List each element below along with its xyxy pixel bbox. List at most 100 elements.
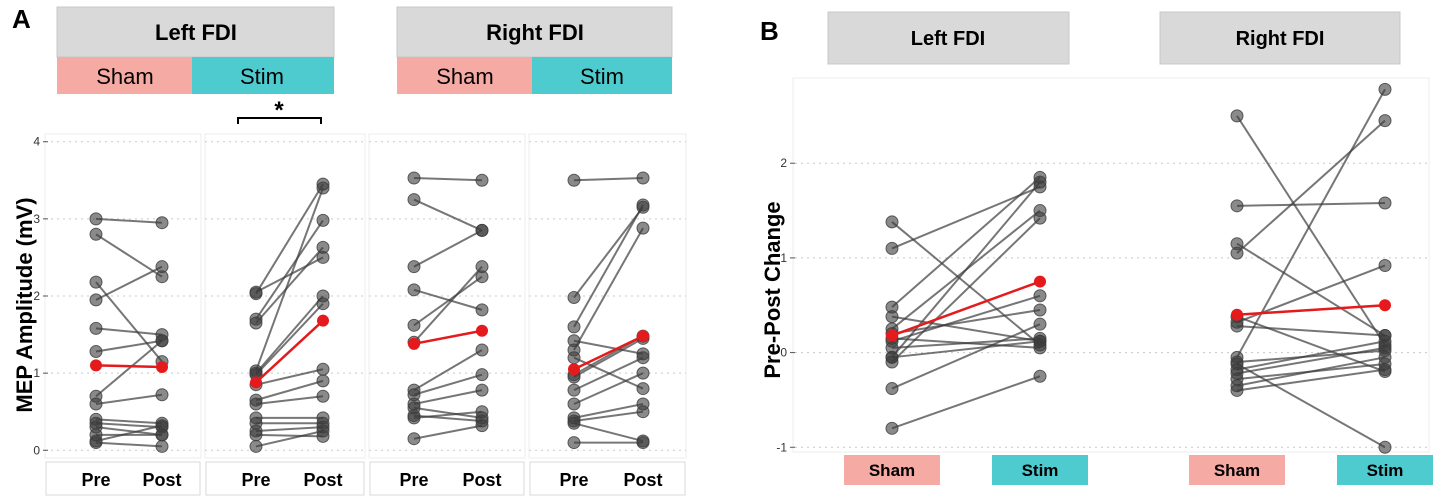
panel-a-facet-4-point-pre-14 [568,437,580,449]
panel-a-facet-3-point-pre-12 [408,412,420,424]
panel-a-facet-4-point-pre-9 [568,384,580,396]
panel-b-right-point-pre-4 [1231,247,1243,259]
panel-b-left-point-post-10 [1034,176,1046,188]
panel-a-header-left: Left FDI [155,20,237,45]
panel-a-xtick-post-2: Post [303,470,342,490]
panel-a-facet-3-point-pre-1 [408,172,420,184]
panel-a-facet-1-mean-point-pre [90,359,102,371]
panel-a-ytick-1: 1 [33,366,40,380]
panel-a-ytick-0: 0 [33,443,40,457]
panel-a-facet-4-point-post-1 [637,172,649,184]
panel-b-left-point-pre-12 [886,356,898,368]
panel-a-facet-3-mean-point-pre [408,338,420,350]
panel-a-facet-1-mean-line [96,365,162,367]
panel-b-xtick-4: Stim [1367,461,1404,480]
panel-a-xtick-pre-1: Pre [81,470,110,490]
panel-b-right-point-post-14 [1379,351,1391,363]
panel-a-facet-2-point-pre-4 [250,317,262,329]
panel-a-facet-2-point-pre-15 [250,440,262,452]
panel-a-significance-star: * [274,97,284,124]
panel-a-facet-2-point-post-3 [317,214,329,226]
panel-b-left-point-pre-2 [886,242,898,254]
panel-a-facet-4-point-pre-10 [568,398,580,410]
panel-b-left-point-post-13 [1034,318,1046,330]
panel-a-facet-4-point-post-5 [637,222,649,234]
panel-a-facet-2-point-post-8 [317,363,329,375]
panel-a-facet-4-point-post-9 [637,352,649,364]
panel-a-facet-4-point-pre-3 [568,321,580,333]
panel-a-facet-2-point-post-7 [317,298,329,310]
panel-a-facet-4-point-pre-6 [568,352,580,364]
panel-a-facet-2-point-post-9 [317,375,329,387]
panel-a-facet-1-point-pre-5 [90,322,102,334]
panel-a-facet-1-point-post-14 [156,440,168,452]
panel-a-header-right: Right FDI [486,20,584,45]
panel-b-ytick-2: 2 [780,156,787,170]
panel-a-facet-1-point-pre-3 [90,276,102,288]
panel-b-right-point-post-15 [1379,364,1391,376]
panel-b-right-mean-point-pre [1231,309,1243,321]
panel-a-xtick-post-3: Post [462,470,501,490]
panel-a-facet-2-point-pre-10 [250,398,262,410]
panel-a-facet-4-point-post-6 [637,383,649,395]
panel-a-xtick-pre-2: Pre [241,470,270,490]
panel-a-facet-3-point-pre-4 [408,284,420,296]
panel-b-right-point-pre-7 [1231,320,1243,332]
panel-b-ytick-1: 1 [780,251,787,265]
panel-a-facet-3-point-post-4 [476,304,488,316]
panel-b-left-point-pre-4 [886,311,898,323]
panel-a-facet-3-point-pre-3 [408,261,420,273]
panel-a-facet-2-point-pre-14 [250,429,262,441]
panel-b-left-mean-point-post [1034,276,1046,288]
panel-b-letter: B [760,16,779,46]
panel-a-letter: A [12,4,31,34]
panel-a-facet-4-point-pre-13 [568,417,580,429]
panel-a-facet-1-point-post-1 [156,217,168,229]
panel-a-facet-4-mean-point-pre [568,363,580,375]
panel-a-facet-4-point-post-12 [637,406,649,418]
panel-b-left-point-post-6 [1034,304,1046,316]
panel-b-left-point-pre-1 [886,216,898,228]
panel-b-header-right: Right FDI [1236,28,1325,50]
panel-a-facet-4-point-pre-1 [568,174,580,186]
panel-b-right-point-pre-2 [1231,200,1243,212]
panel-b-right-point-post-2 [1379,197,1391,209]
panel-b-right-mean-point-post [1379,299,1391,311]
panel-a-facet-1-point-pre-8 [90,398,102,410]
panel-a-facet-3-point-pre-13 [408,433,420,445]
panel-a-grid [45,134,686,458]
panel-a-ytick-4: 4 [33,135,40,149]
panel-a-facet-3-point-pre-5 [408,319,420,331]
panel-b-xtick-3: Sham [1214,461,1260,480]
panel-b-xtick-2: Stim [1022,461,1059,480]
panel-b-right-point-pre-15 [1231,384,1243,396]
panel-b-header-left: Left FDI [911,28,985,50]
panel-a-facet-3-point-post-7 [476,344,488,356]
panel-b-left-point-post-11 [1034,335,1046,347]
panel-a-facet-3-point-post-9 [476,384,488,396]
panel-b-xticks: Sham Stim Sham Stim [844,455,1433,485]
panel-a-xtick-post-1: Post [142,470,181,490]
panel-b-ytick-0: 0 [780,346,787,360]
panel-a-facet-3-point-post-1 [476,174,488,186]
panel-a-facet-2-point-post-5 [317,182,329,194]
panel-a-facet-1-point-post-8 [156,389,168,401]
panel-a-facet-3-point-post-13 [476,420,488,432]
panel-b-left-point-pre-13 [886,383,898,395]
panel-a-facet-4-mean-point-post [637,330,649,342]
panel-a-facet-4-point-post-10 [637,367,649,379]
panel-a-ylabel: MEP Amplitude (mV) [12,197,37,412]
panel-a-stim-right-label: Stim [580,64,624,89]
panel-a-facet-2-mean-point-post [317,315,329,327]
panel-b-left-point-pre-14 [886,422,898,434]
panel-a-facet-4-point-pre-2 [568,292,580,304]
panel-b-right-point-post-6 [1379,259,1391,271]
panel-a-xtick-pre-3: Pre [399,470,428,490]
panel-a-facet-1-point-post-7 [156,335,168,347]
panel-a-facet-2-point-pre-2 [250,288,262,300]
panel-a-facet-1-point-pre-4 [90,294,102,306]
panel-a-ytick-2: 2 [33,289,40,303]
panel-a-facet-4-point-post-14 [637,437,649,449]
panel-a-facet-1-point-pre-14 [90,437,102,449]
